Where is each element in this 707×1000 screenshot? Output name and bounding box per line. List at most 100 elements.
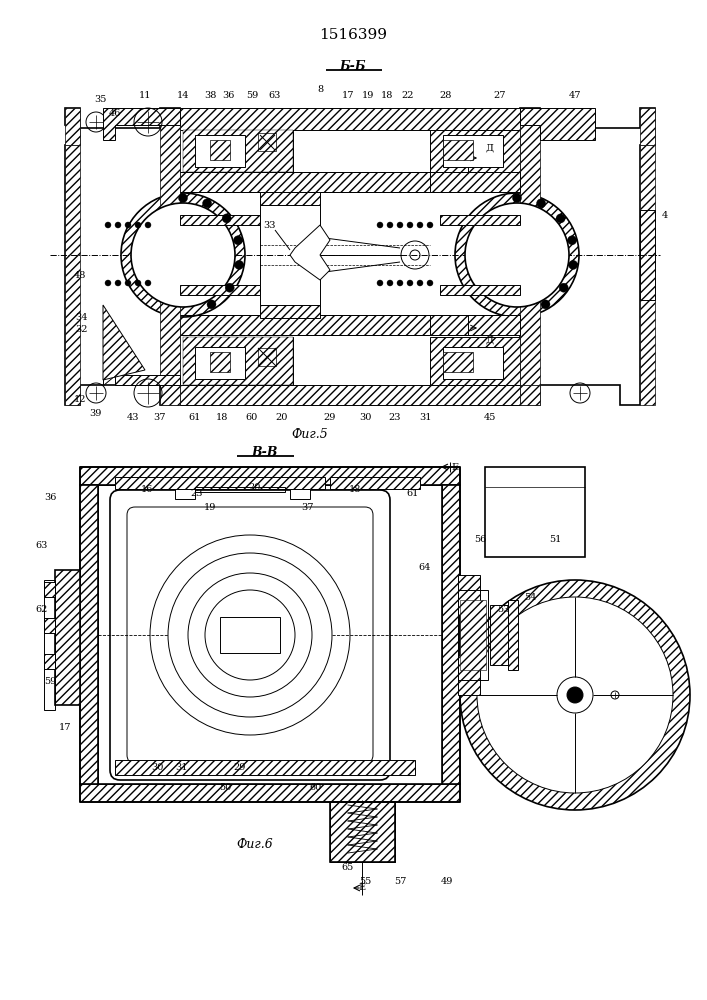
Text: Д: Д — [486, 143, 494, 152]
Text: Д: Д — [486, 336, 494, 344]
Text: E: E — [452, 462, 459, 472]
Bar — [183, 337, 293, 385]
Text: 60: 60 — [246, 414, 258, 422]
Text: 23: 23 — [389, 414, 402, 422]
Circle shape — [203, 199, 211, 208]
Text: E: E — [358, 884, 366, 892]
Circle shape — [207, 300, 216, 309]
Text: Фиг.5: Фиг.5 — [291, 428, 328, 442]
Text: 29: 29 — [234, 764, 246, 772]
Text: В-В: В-В — [252, 446, 279, 460]
Text: 22: 22 — [402, 92, 414, 101]
Bar — [160, 108, 180, 385]
Bar — [520, 385, 540, 405]
Circle shape — [235, 260, 244, 269]
Circle shape — [222, 214, 231, 223]
Bar — [80, 485, 98, 784]
Text: 53: 53 — [497, 605, 509, 614]
Bar — [443, 347, 503, 379]
Bar — [640, 108, 655, 145]
Bar — [508, 600, 518, 670]
Text: 63: 63 — [269, 92, 281, 101]
Circle shape — [115, 280, 121, 286]
Polygon shape — [103, 305, 145, 380]
Circle shape — [407, 280, 413, 286]
Bar — [65, 108, 80, 145]
Circle shape — [567, 687, 583, 703]
Text: 43: 43 — [127, 414, 139, 422]
Text: 45: 45 — [484, 414, 496, 422]
Bar — [490, 605, 508, 665]
Circle shape — [477, 597, 673, 793]
Bar — [180, 385, 520, 405]
Text: 56: 56 — [474, 536, 486, 544]
Bar — [220, 617, 280, 653]
Text: Фиг.6: Фиг.6 — [237, 838, 274, 852]
Text: Б-Б: Б-Б — [340, 60, 366, 74]
Circle shape — [397, 280, 403, 286]
Circle shape — [556, 214, 565, 223]
Bar — [485, 467, 585, 557]
Bar — [44, 582, 55, 597]
Text: 18: 18 — [381, 92, 393, 101]
Bar — [115, 477, 325, 489]
Circle shape — [135, 280, 141, 286]
Text: 8: 8 — [317, 85, 323, 94]
Bar — [195, 487, 285, 492]
Bar — [44, 580, 55, 710]
Text: 17: 17 — [59, 724, 71, 732]
Text: 57: 57 — [394, 878, 407, 886]
Polygon shape — [65, 108, 180, 405]
Text: 61: 61 — [407, 488, 419, 497]
Circle shape — [417, 280, 423, 286]
Text: 16: 16 — [141, 486, 153, 494]
Text: 27: 27 — [493, 92, 506, 101]
Text: 54: 54 — [524, 593, 536, 602]
Circle shape — [135, 222, 141, 228]
Bar — [80, 467, 460, 485]
FancyBboxPatch shape — [127, 507, 373, 763]
Text: 33: 33 — [264, 221, 276, 230]
Polygon shape — [290, 225, 330, 280]
Bar — [258, 133, 276, 151]
Text: 32: 32 — [76, 326, 88, 334]
Circle shape — [178, 194, 187, 202]
Bar — [330, 802, 395, 862]
Text: 18: 18 — [349, 486, 361, 494]
Text: 36: 36 — [222, 92, 234, 101]
Circle shape — [145, 280, 151, 286]
Text: 35: 35 — [94, 96, 106, 104]
Bar — [258, 348, 276, 366]
Text: 11: 11 — [139, 92, 151, 101]
Circle shape — [233, 236, 243, 245]
Bar — [260, 205, 320, 305]
Circle shape — [131, 203, 235, 307]
Text: 36: 36 — [44, 493, 56, 502]
Circle shape — [105, 280, 111, 286]
Text: 4: 4 — [662, 211, 668, 220]
Bar — [430, 130, 520, 172]
Text: 63: 63 — [36, 540, 48, 550]
Bar — [65, 145, 80, 405]
Circle shape — [397, 222, 403, 228]
Text: 51: 51 — [549, 536, 561, 544]
Text: 34: 34 — [76, 314, 88, 322]
Circle shape — [387, 222, 393, 228]
Bar — [55, 570, 80, 705]
Text: 31: 31 — [419, 414, 431, 422]
Text: 46: 46 — [109, 109, 121, 118]
Bar — [458, 575, 480, 615]
Text: 20: 20 — [276, 414, 288, 422]
Circle shape — [427, 222, 433, 228]
Circle shape — [537, 199, 546, 208]
Circle shape — [568, 236, 576, 245]
Text: 61: 61 — [189, 414, 201, 422]
Text: 37: 37 — [153, 414, 166, 422]
Bar — [44, 618, 55, 633]
Bar — [460, 600, 486, 670]
Text: 1516399: 1516399 — [319, 28, 387, 42]
Bar — [260, 305, 320, 318]
Text: 60: 60 — [309, 784, 321, 792]
Circle shape — [205, 590, 295, 680]
Text: 49: 49 — [440, 878, 453, 886]
